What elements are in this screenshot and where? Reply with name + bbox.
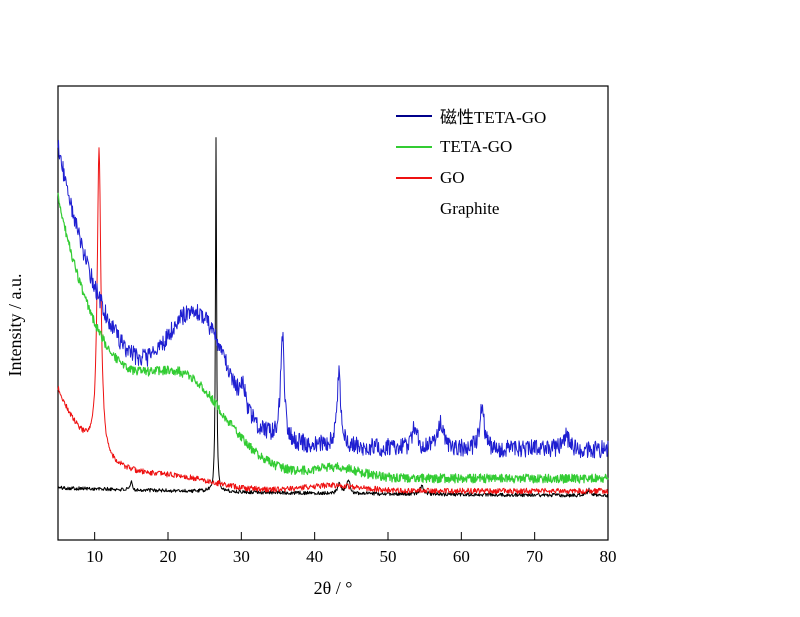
legend-item-magnetic-teta-go: 磁性TETA-GO xyxy=(396,100,546,131)
series-TETA-GO xyxy=(57,192,609,484)
series-磁性TETA-GO xyxy=(57,139,609,459)
legend-line-sample xyxy=(396,176,432,179)
x-tick-label: 80 xyxy=(600,547,617,566)
x-tick-label: 50 xyxy=(380,547,397,566)
y-axis-label: Intensity / a.u. xyxy=(5,273,25,377)
legend-label: GO xyxy=(440,167,465,187)
x-tick-label: 30 xyxy=(233,547,250,566)
legend: 磁性TETA-GO TETA-GO GO Graphite xyxy=(396,100,546,224)
legend-item-teta-go: TETA-GO xyxy=(396,131,546,162)
legend-line-sample xyxy=(396,114,432,117)
legend-label: Graphite xyxy=(440,198,500,218)
x-tick-label: 40 xyxy=(306,547,323,566)
x-tick-label: 10 xyxy=(86,547,103,566)
x-tick-label: 70 xyxy=(526,547,543,566)
x-tick-label: 20 xyxy=(160,547,177,566)
x-axis-label: 2θ / ° xyxy=(313,578,353,598)
legend-line-sample xyxy=(396,145,432,148)
legend-label: 磁性TETA-GO xyxy=(440,108,547,127)
x-tick-label: 60 xyxy=(453,547,470,566)
series-Graphite xyxy=(57,137,609,498)
legend-item-graphite: Graphite xyxy=(396,193,546,224)
legend-item-go: GO xyxy=(396,162,546,193)
series-GO xyxy=(57,147,609,495)
plot-box xyxy=(57,85,609,541)
legend-label: TETA-GO xyxy=(440,136,513,156)
